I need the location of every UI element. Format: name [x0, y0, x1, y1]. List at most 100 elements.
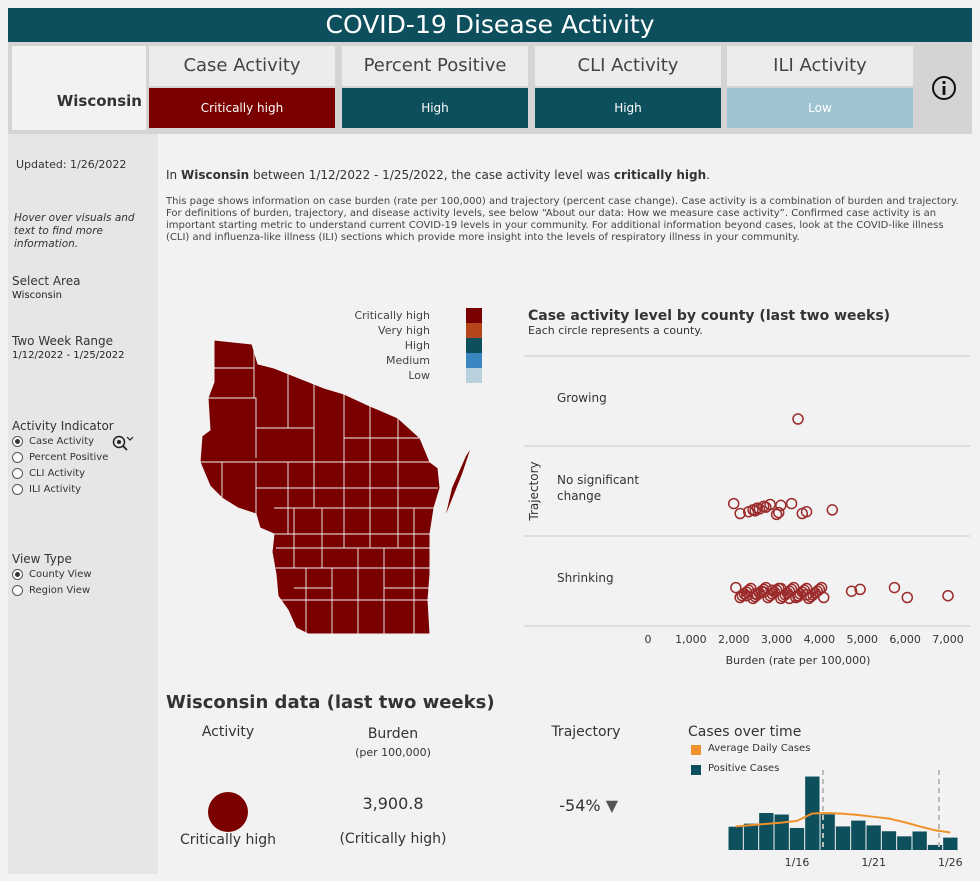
radio-label: CLI Activity — [29, 467, 86, 479]
x-tick-label: 1/16 — [785, 856, 810, 869]
positive-cases-bar — [820, 814, 835, 850]
county-point — [757, 586, 770, 598]
tile-label: ILI Activity — [727, 46, 913, 86]
info-icon[interactable] — [926, 72, 966, 112]
scatter-title: Case activity level by county (last two … — [528, 308, 891, 324]
positive-cases-bar — [789, 827, 805, 850]
legend-swatch-low — [466, 368, 482, 383]
county-point — [785, 497, 798, 510]
positive-cases-bar — [943, 837, 958, 850]
radio-county-view[interactable]: County View — [12, 566, 152, 582]
county-point — [854, 583, 866, 596]
county-point — [775, 582, 787, 595]
x-tick-label: 7,000 — [932, 633, 964, 646]
scatter-chart[interactable]: Growing No significant change Shrinking Traj… — [524, 346, 970, 676]
trajectory-label: Trajectory — [551, 724, 621, 740]
legend-swatch-medium — [466, 353, 482, 368]
radio-label: Percent Positive — [29, 451, 109, 463]
tile-level: High — [342, 88, 528, 128]
trajectory-percent: -54% — [559, 796, 601, 815]
legend-label: High — [404, 339, 430, 352]
county-point — [826, 504, 839, 516]
radio-cli-activity[interactable]: CLI Activity — [12, 465, 152, 481]
select-area-value[interactable]: Wisconsin — [12, 290, 62, 301]
legend-label: Medium — [386, 354, 430, 367]
county-point — [753, 503, 766, 515]
legend-average-label: Average Daily Cases — [708, 743, 811, 754]
hover-note: Hover over visuals and text to find more… — [14, 212, 135, 250]
x-tick-label: 4,000 — [804, 633, 836, 646]
activity-dot — [208, 792, 248, 832]
tile-percent-positive[interactable]: Percent Positive High — [342, 46, 528, 130]
county-point — [770, 508, 783, 521]
county-point — [749, 588, 761, 600]
activity-value: Critically high — [179, 832, 277, 848]
trajectory-group-label: change — [557, 489, 601, 503]
radio-label: Region View — [29, 584, 91, 596]
view-type-label: View Type — [12, 552, 72, 566]
tile-label: CLI Activity — [535, 46, 721, 86]
x-tick-label: 2,000 — [718, 633, 750, 646]
county-point — [888, 581, 901, 594]
radio-case-activity[interactable]: Case Activity — [12, 433, 152, 449]
county-point — [800, 589, 813, 601]
positive-cases-bar — [912, 831, 927, 850]
radio-percent-positive[interactable]: Percent Positive — [12, 449, 152, 465]
positive-cases-bar — [743, 823, 759, 850]
x-tick-label: 6,000 — [889, 633, 921, 646]
county-point — [792, 413, 804, 425]
select-area[interactable]: Select Area Wisconsin — [12, 274, 80, 301]
sidebar: Updated: 1/26/2022 Hover over visuals an… — [8, 134, 158, 874]
legend-label: Critically high — [354, 309, 430, 322]
radio-label: Case Activity — [29, 435, 95, 447]
county-point — [766, 584, 779, 597]
cases-over-time-chart[interactable]: 1/16 1/21 1/26 — [688, 770, 964, 870]
average-cases-line — [735, 812, 951, 834]
range-value[interactable]: 1/12/2022 - 1/25/2022 — [12, 350, 125, 361]
summary-region: Wisconsin — [180, 168, 250, 182]
door-peninsula — [446, 450, 470, 514]
x-tick-label: 1/21 — [861, 856, 886, 869]
activity-label: Activity — [201, 724, 255, 740]
region-name: Wisconsin — [12, 46, 146, 130]
section-title: Wisconsin data (last two weeks) — [166, 692, 495, 713]
radio-dot — [12, 451, 23, 463]
trajectory-group-label: Growing — [557, 391, 607, 405]
county-point — [809, 587, 821, 599]
activity-indicator-label: Activity Indicator — [12, 419, 114, 433]
positive-cases-bar — [759, 813, 774, 850]
summary-part: . — [706, 168, 710, 182]
summary-part: between 1/12/2022 - 1/25/2022, the case … — [249, 168, 614, 182]
county-borders — [200, 340, 438, 634]
x-axis-label: Burden (rate per 100,000) — [726, 654, 871, 667]
tile-level: Low — [727, 88, 913, 128]
main-content: In Wisconsin between 1/12/2022 - 1/25/20… — [158, 134, 972, 874]
y-axis-label: Trajectory — [527, 461, 541, 521]
radio-dot — [12, 568, 23, 580]
tile-level: Critically high — [149, 88, 335, 128]
radio-region-view[interactable]: Region View — [12, 582, 152, 598]
county-point — [775, 499, 787, 512]
radio-ili-activity[interactable]: ILI Activity — [12, 481, 152, 497]
legend-swatch-average — [691, 745, 701, 755]
county-point — [760, 501, 772, 513]
x-tick-label: 1,000 — [675, 633, 707, 646]
x-tick-label: 3,000 — [761, 633, 793, 646]
radio-label: ILI Activity — [29, 483, 82, 495]
legend-label: Very high — [378, 324, 430, 337]
tile-case-activity[interactable]: Case Activity Critically high — [149, 46, 335, 130]
radio-dot — [12, 435, 23, 447]
tile-cli-activity[interactable]: CLI Activity High — [535, 46, 721, 130]
tile-ili-activity[interactable]: ILI Activity Low — [727, 46, 913, 130]
summary-part: In — [166, 168, 181, 182]
burden-level: (Critically high) — [339, 831, 447, 847]
positive-cases-bar — [927, 844, 943, 850]
wisconsin-county-map[interactable] — [194, 338, 474, 638]
county-point — [792, 590, 804, 603]
positive-cases-bar — [866, 825, 881, 850]
positive-cases-bar — [728, 826, 743, 850]
positive-cases-bar — [835, 826, 851, 850]
legend-label: Low — [408, 369, 430, 382]
search-cursor-icon — [112, 435, 134, 451]
range-filter[interactable]: Two Week Range 1/12/2022 - 1/25/2022 — [12, 334, 125, 361]
